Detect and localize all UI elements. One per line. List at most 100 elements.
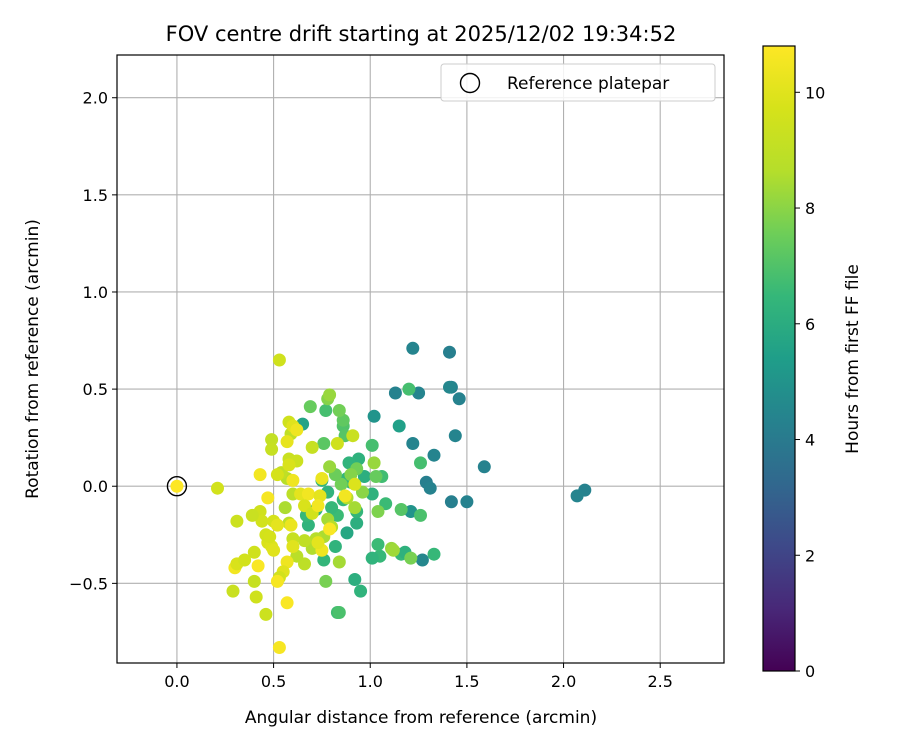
data-point bbox=[323, 522, 337, 536]
data-point bbox=[323, 388, 337, 402]
data-point bbox=[332, 606, 346, 619]
data-point bbox=[267, 543, 281, 557]
x-tick-label: 1.0 bbox=[358, 672, 383, 691]
data-point bbox=[319, 404, 333, 417]
data-point bbox=[323, 460, 337, 474]
x-axis-label: Angular distance from reference (arcmin) bbox=[245, 708, 597, 728]
y-tick-label: 1.5 bbox=[83, 186, 108, 205]
data-point bbox=[290, 423, 304, 437]
data-point bbox=[270, 468, 284, 482]
data-point bbox=[460, 495, 474, 509]
data-point bbox=[311, 536, 325, 550]
data-point bbox=[365, 438, 379, 452]
data-point bbox=[427, 547, 441, 561]
data-point bbox=[444, 495, 458, 509]
data-point bbox=[369, 470, 383, 483]
data-point bbox=[245, 508, 259, 522]
legend: Reference platepar bbox=[440, 63, 716, 102]
data-point bbox=[278, 501, 292, 515]
data-point bbox=[301, 518, 315, 532]
data-point bbox=[247, 545, 261, 559]
data-point bbox=[338, 489, 352, 503]
data-point bbox=[251, 559, 265, 573]
grid-lines bbox=[117, 55, 724, 663]
data-point bbox=[367, 456, 381, 470]
data-point bbox=[340, 526, 354, 540]
data-point bbox=[452, 392, 466, 406]
plot-frame bbox=[116, 54, 725, 664]
y-tick-label: 0.5 bbox=[83, 380, 108, 399]
x-tick-label: 2.0 bbox=[551, 672, 576, 691]
data-point bbox=[270, 574, 284, 588]
data-point bbox=[317, 553, 331, 567]
data-point bbox=[259, 607, 273, 621]
colorbar-ticks: 0 2 4 6 8 10 bbox=[795, 83, 825, 681]
data-point bbox=[272, 353, 286, 367]
data-point bbox=[415, 553, 429, 567]
data-point bbox=[211, 481, 224, 495]
data-point bbox=[280, 596, 294, 610]
data-point bbox=[261, 491, 275, 505]
chart-title: FOV centre drift starting at 2025/12/02 … bbox=[166, 22, 677, 46]
data-point bbox=[286, 540, 300, 553]
data-point bbox=[265, 442, 279, 456]
reference-point-ring bbox=[166, 476, 188, 497]
data-point bbox=[570, 489, 584, 503]
data-point bbox=[443, 380, 456, 394]
data-point bbox=[332, 404, 346, 417]
colorbar-tick-label: 10 bbox=[805, 83, 825, 102]
y-tick-label: 2.0 bbox=[83, 89, 108, 108]
data-point bbox=[280, 435, 294, 449]
data-point bbox=[238, 553, 252, 567]
data-point bbox=[388, 386, 402, 400]
data-point bbox=[348, 477, 362, 491]
y-axis-label: Rotation from reference (arcmin) bbox=[23, 219, 43, 499]
data-point bbox=[282, 458, 296, 472]
data-point bbox=[443, 345, 456, 359]
data-point bbox=[354, 584, 368, 598]
y-axis-ticks: −0.5 0.0 0.5 1.0 1.5 2.0 bbox=[69, 89, 117, 593]
legend-reference-marker bbox=[459, 72, 481, 94]
y-tick-label: 1.0 bbox=[83, 283, 108, 302]
colorbar-tick-label: 0 bbox=[805, 662, 815, 681]
data-point bbox=[346, 429, 360, 443]
data-point bbox=[371, 538, 385, 551]
x-tick-label: 1.5 bbox=[454, 672, 479, 691]
data-point bbox=[303, 400, 317, 414]
data-point bbox=[332, 555, 346, 569]
data-point bbox=[427, 448, 441, 462]
data-point bbox=[272, 641, 286, 654]
data-point bbox=[365, 551, 379, 565]
data-point bbox=[328, 540, 342, 553]
data-point bbox=[394, 503, 408, 516]
reference-point bbox=[170, 479, 184, 493]
data-point bbox=[286, 473, 300, 487]
data-point bbox=[284, 518, 298, 532]
data-point bbox=[402, 382, 416, 396]
data-point bbox=[247, 574, 261, 588]
data-point bbox=[315, 472, 329, 485]
data-point bbox=[319, 574, 333, 588]
data-point bbox=[330, 437, 344, 450]
data-point bbox=[226, 584, 240, 598]
x-tick-label: 0.5 bbox=[261, 672, 286, 691]
data-point bbox=[392, 419, 406, 433]
data-point bbox=[230, 514, 244, 528]
data-points bbox=[166, 341, 592, 654]
data-point bbox=[406, 437, 420, 450]
data-point bbox=[365, 487, 379, 501]
data-point bbox=[301, 487, 315, 501]
data-point bbox=[350, 516, 364, 530]
colorbar-label: Hours from first FF file bbox=[843, 264, 863, 454]
data-point bbox=[255, 514, 269, 528]
data-point bbox=[371, 505, 385, 518]
data-point bbox=[423, 481, 437, 495]
data-point bbox=[253, 468, 267, 482]
data-point bbox=[448, 429, 462, 443]
data-point bbox=[386, 543, 400, 557]
colorbar-tick-label: 2 bbox=[805, 546, 815, 565]
colorbar-gradient bbox=[762, 45, 796, 672]
data-point bbox=[298, 534, 311, 548]
data-point bbox=[348, 573, 362, 586]
